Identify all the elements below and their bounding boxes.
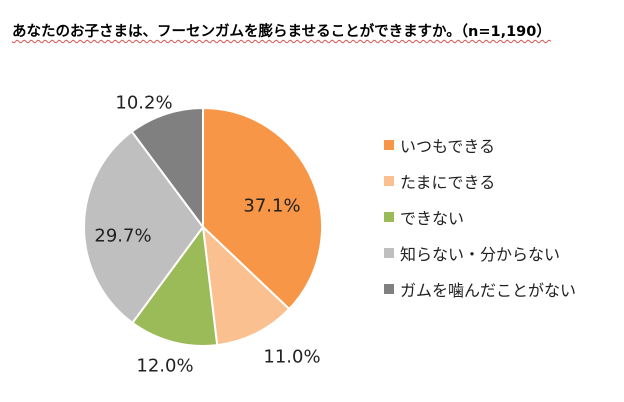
- slice-value-label: 10.2%: [115, 92, 173, 114]
- slice-value-label: 12.0%: [136, 355, 194, 377]
- slice-value-label: 11.0%: [263, 346, 321, 368]
- slice-value-label: 29.7%: [94, 225, 152, 247]
- legend-swatch: [384, 284, 394, 294]
- pie-slice: [83, 130, 205, 325]
- legend-swatch: [384, 176, 394, 186]
- slice-value-label: 37.1%: [243, 195, 301, 217]
- pie-slice: [131, 224, 219, 347]
- pie-slice: [202, 106, 323, 311]
- pie-slice: [130, 106, 204, 231]
- legend: いつもできる たまにできる できない知らない・分からない ガムを噛んだことがない: [384, 127, 576, 307]
- legend-item: できない: [384, 199, 576, 235]
- legend-item: いつもできる: [384, 127, 576, 163]
- pie-slice: [201, 224, 291, 347]
- chart-title: あなたのお子さまは、フーセンガムを膨らませることができますか。（n=1,190）: [12, 24, 551, 40]
- legend-swatch: [384, 248, 394, 258]
- legend-label: ガムを噛んだことがない: [400, 281, 577, 300]
- legend-item: ガムを噛んだことがない: [384, 271, 576, 307]
- legend-item: たまにできる: [384, 163, 576, 199]
- legend-label: たまにできる: [400, 173, 496, 192]
- legend-swatch: [384, 212, 394, 222]
- legend-swatch: [384, 140, 394, 150]
- legend-label: 知らない・分からない: [400, 245, 561, 264]
- legend-label: できない: [400, 209, 465, 228]
- legend-item: 知らない・分からない: [384, 235, 576, 271]
- legend-label: いつもできる: [400, 137, 496, 156]
